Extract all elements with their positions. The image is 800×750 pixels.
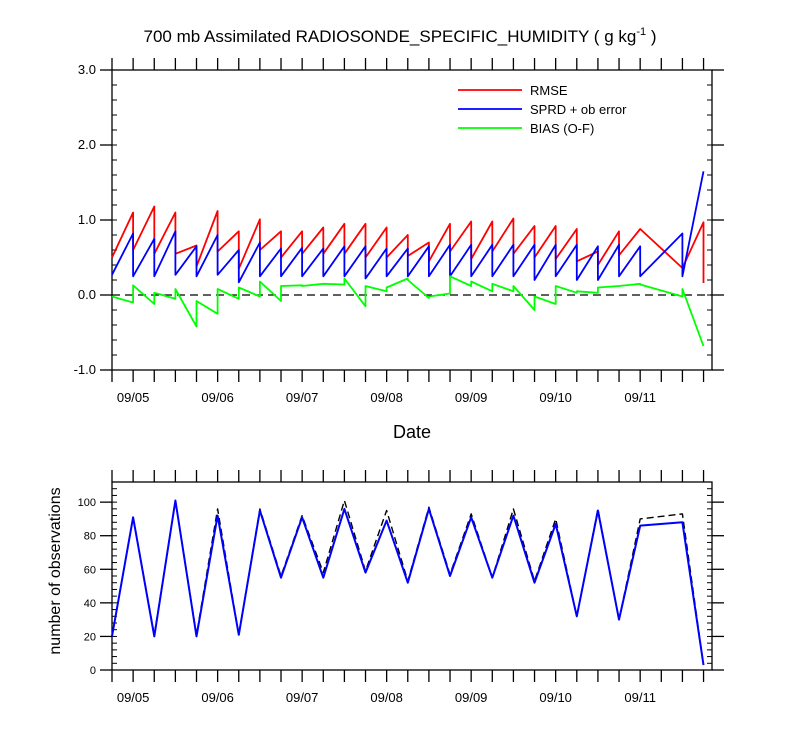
legend-label: RMSE — [530, 83, 568, 98]
y-tick-label: 20 — [84, 631, 96, 643]
x-tick-label: 09/08 — [370, 390, 403, 405]
x-tick-label: 09/05 — [117, 690, 150, 705]
y-tick-label: 1.0 — [78, 212, 96, 227]
legend-label: SPRD + ob error — [530, 102, 627, 117]
plot-frame — [111, 481, 713, 671]
x-axis-label: Date — [393, 422, 431, 442]
x-tick-label: 09/10 — [539, 390, 572, 405]
y-tick-label: 3.0 — [78, 62, 96, 77]
y-tick-label: 0.0 — [78, 287, 96, 302]
y-tick-label: 100 — [78, 497, 96, 509]
y-tick-label: 0 — [90, 665, 96, 677]
y-tick-label: 80 — [84, 531, 96, 543]
legend-label: BIAS (O-F) — [530, 121, 594, 136]
top-chart: -1.0 0.0 1.0 2.0 3.0 09/05 09/06 09/07 09/08 09/0… — [74, 58, 724, 442]
x-tick-label: 09/09 — [455, 390, 488, 405]
x-tick-label: 09/07 — [286, 390, 319, 405]
x-tick-label: 09/08 — [370, 690, 403, 705]
x-tick-label: 09/07 — [286, 690, 319, 705]
series-line-bias-o-f — [111, 275, 705, 347]
x-tick-label: 09/09 — [455, 690, 488, 705]
x-tick-label: 09/06 — [201, 390, 234, 405]
y-tick-label: 60 — [84, 564, 96, 576]
y-tick-label: 2.0 — [78, 137, 96, 152]
bottom-chart: 0 20 40 60 80 100 09/05 09/06 09/07 09/08 09/09 09/… — [47, 470, 724, 705]
y-tick-label: 40 — [84, 598, 96, 610]
chart-title: 700 mb Assimilated RADIOSONDE_SPECIFIC_H… — [144, 26, 657, 46]
y-tick-label: -1.0 — [74, 362, 96, 377]
title-superscript: -1 — [636, 26, 646, 38]
x-tick-label: 09/11 — [624, 390, 656, 405]
x-tick-label: 09/05 — [117, 390, 150, 405]
series-line-sprd-ob-error — [111, 171, 705, 284]
x-tick-label: 09/06 — [201, 690, 234, 705]
series-line-assimilated — [111, 499, 705, 666]
y-axis-label: number of observations — [47, 487, 64, 654]
x-tick-label: 09/11 — [624, 690, 656, 705]
x-tick-label: 09/10 — [539, 690, 572, 705]
